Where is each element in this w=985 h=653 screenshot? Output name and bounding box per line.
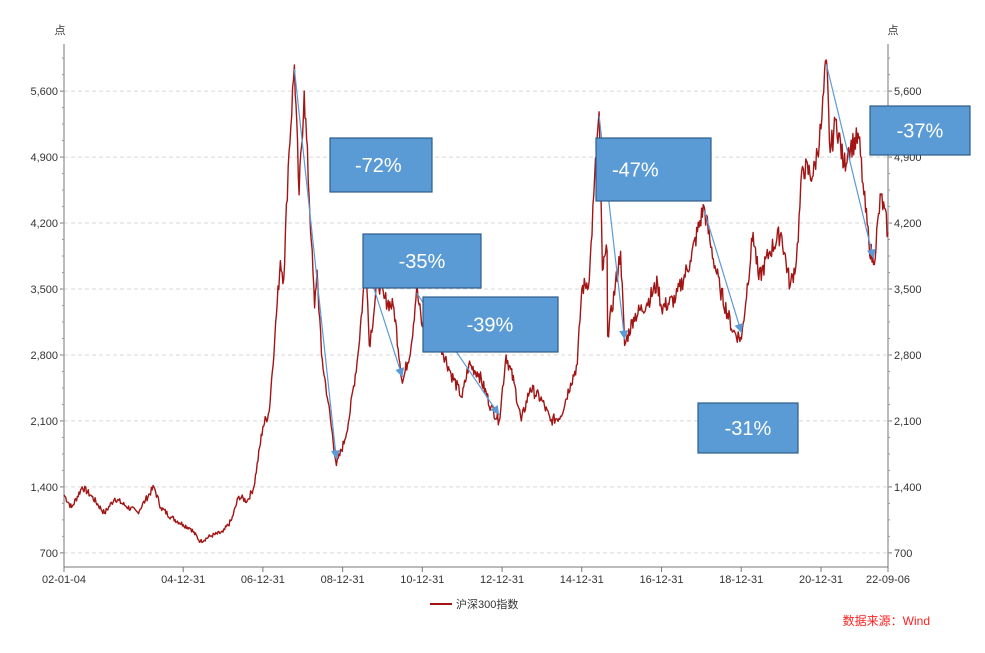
drawdown-arrow-head — [734, 323, 744, 333]
drawdown-callout: -31% — [697, 402, 799, 454]
left-y-ticks: 700 1,400 2,100 2,800 3,500 4,200 4,900 5,600 — [30, 57, 64, 560]
drawdown-callouts: -72% -35% -39% -47% -31% -37% — [329, 105, 971, 454]
legend: 沪深300指数 — [430, 597, 518, 611]
callout-box — [869, 105, 971, 156]
y-tick-label-left: 700 — [40, 548, 58, 560]
drawdown-arrow-line — [825, 63, 875, 259]
y-tick-label-left: 4,200 — [30, 218, 58, 230]
x-tick-label: 04-12-31 — [161, 574, 205, 586]
x-tick-label: 06-12-31 — [241, 574, 285, 586]
x-tick-label: 12-12-31 — [480, 574, 524, 586]
y-tick-label-left: 2,100 — [30, 416, 58, 428]
drawdown-label: -72% — [355, 155, 402, 177]
y-tick-label-right: 4,200 — [894, 218, 922, 230]
callout-box — [422, 296, 559, 353]
drawdown-label: -39% — [467, 315, 514, 337]
y-tick-label-right: 2,800 — [894, 350, 922, 362]
series-line-hs300 — [63, 59, 889, 544]
callout-box — [362, 233, 482, 289]
drawdown-arrow-head — [395, 367, 404, 378]
drawdown-arrow-head — [331, 450, 340, 460]
x-tick-label: 08-12-31 — [321, 574, 365, 586]
drawdown-arrow-head — [867, 248, 876, 259]
legend-label: 沪深300指数 — [456, 597, 518, 611]
y-tick-label-left: 4,900 — [30, 152, 58, 164]
drawdown-callout: -37% — [869, 105, 971, 156]
drawdown-arrow-line — [293, 68, 338, 460]
x-ticks: 02-01-04 04-12-31 06-12-31 08-12-31 10-12-31… — [42, 567, 910, 586]
y-tick-label-right: 5,600 — [894, 86, 922, 98]
drawdown-arrow-head — [619, 330, 629, 340]
drawdown-arrow-head — [490, 405, 500, 415]
y-tick-label-right: 1,400 — [894, 482, 922, 494]
y-tick-label-left: 2,800 — [30, 350, 58, 362]
drawdown-label: -31% — [725, 418, 772, 440]
axes: 点 点 — [55, 24, 899, 568]
drawdown-callout: -72% — [329, 137, 433, 193]
drawdown-callout: -47% — [595, 137, 712, 202]
right-axis-unit-label: 点 — [888, 24, 899, 37]
y-tick-label-right: 2,100 — [894, 416, 922, 428]
y-tick-label-right: 3,500 — [894, 284, 922, 296]
y-tick-label-left: 5,600 — [30, 86, 58, 98]
drawdown-callout: -39% — [422, 296, 559, 353]
data-source-note: 数据来源：Wind — [843, 613, 930, 628]
x-tick-label: 02-01-04 — [42, 574, 86, 586]
callout-box — [697, 402, 799, 454]
drawdown-arrow-line — [703, 209, 743, 334]
x-tick-label: 20-12-31 — [799, 574, 843, 586]
left-axis-unit-label: 点 — [55, 24, 66, 37]
drawdown-label: -47% — [612, 160, 659, 182]
x-tick-label: 22-09-06 — [866, 574, 910, 586]
drawdown-callout: -35% — [362, 233, 482, 289]
callout-box — [595, 137, 712, 202]
series-layer — [63, 59, 889, 544]
y-tick-label-left: 3,500 — [30, 284, 58, 296]
y-tick-label-left: 1,400 — [30, 482, 58, 494]
x-tick-label: 18-12-31 — [719, 574, 763, 586]
drawdown-label: -37% — [897, 121, 944, 143]
callout-box — [329, 137, 433, 193]
y-tick-label-right: 700 — [894, 548, 912, 560]
x-tick-label: 16-12-31 — [640, 574, 684, 586]
x-tick-label: 14-12-31 — [560, 574, 604, 586]
x-tick-label: 10-12-31 — [400, 574, 444, 586]
drawdown-label: -35% — [399, 251, 446, 273]
